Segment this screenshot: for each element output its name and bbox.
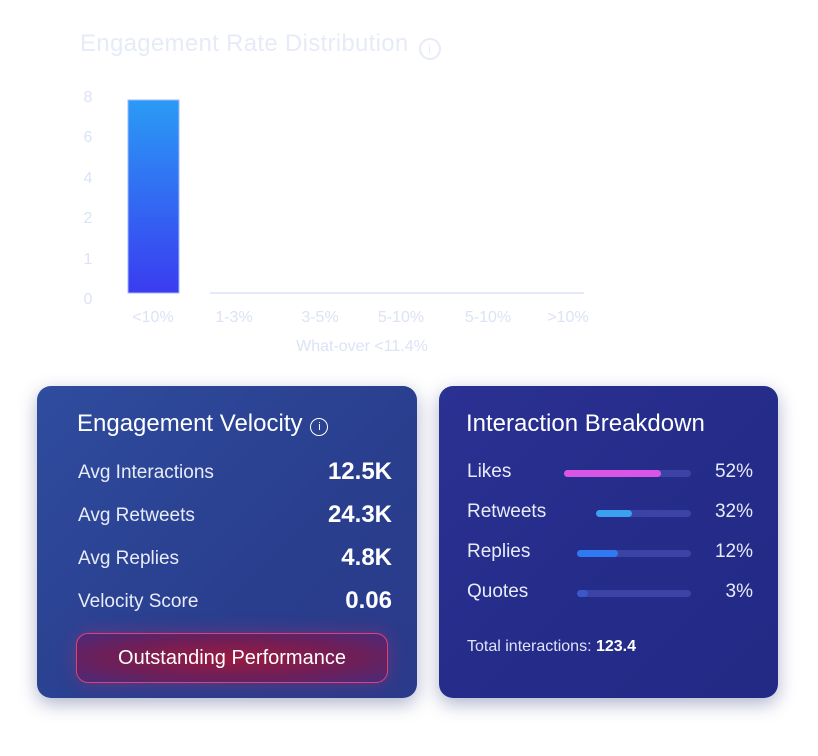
metric-value: 4.8K [341, 544, 392, 571]
y-tick-label: 2 [84, 210, 93, 227]
bar[interactable] [127, 99, 180, 294]
x-tick-label: <10% [132, 309, 173, 326]
metric-row-interactions: Avg Interactions 12.5K [78, 458, 392, 488]
metric-value: 12.5K [327, 458, 392, 485]
velocity-title: Engagement Velocity i [77, 410, 329, 438]
x-axis-label: What-over <11.4% [296, 338, 428, 355]
chart-title-text: Engagement Rate Distribution [80, 30, 409, 57]
metric-value: 0.06 [345, 587, 392, 614]
breakdown-percent: 32% [714, 501, 753, 522]
metric-row-velocity-score: Velocity Score 0.06 [78, 587, 392, 617]
interaction-breakdown-card: Interaction Breakdown Likes 52% Retweets… [439, 386, 778, 698]
breakdown-percent: 52% [714, 461, 753, 482]
engagement-rate-chart: Engagement Rate Distribution i 0 1 2 4 6 8 <10%… [0, 0, 818, 370]
metric-label: Velocity Score [78, 591, 199, 612]
y-tick-label: 0 [84, 291, 93, 308]
breakdown-percent: 3% [725, 581, 753, 602]
metric-label: Avg Retweets [78, 505, 195, 526]
breakdown-bar [596, 510, 691, 517]
breakdown-row-likes: Likes 52% [467, 458, 753, 486]
y-tick-label: 6 [84, 129, 93, 146]
breakdown-percent: 12% [714, 541, 753, 562]
x-tick-label: 5-10% [378, 309, 424, 326]
breakdown-row-quotes: Quotes 3% [467, 578, 753, 606]
metric-value: 24.3K [327, 501, 392, 528]
x-tick-label: >10% [547, 309, 588, 326]
metric-label: Avg Replies [78, 548, 180, 569]
breakdown-title: Interaction Breakdown [466, 410, 705, 437]
velocity-title-text: Engagement Velocity [77, 410, 303, 437]
y-tick-label: 1 [84, 251, 93, 268]
breakdown-bar-fill [564, 470, 661, 477]
breakdown-row-retweets: Retweets 32% [467, 498, 753, 526]
breakdown-bar [577, 590, 691, 597]
breakdown-bar-fill [577, 550, 618, 557]
outstanding-performance-button[interactable]: Outstanding Performance [76, 633, 388, 683]
breakdown-bar-fill [596, 510, 632, 517]
breakdown-label: Replies [467, 541, 531, 562]
info-icon[interactable]: i [418, 38, 441, 60]
y-tick-label: 4 [84, 170, 93, 187]
engagement-velocity-card: Engagement Velocity i Avg Interactions 12… [37, 386, 417, 698]
breakdown-bar [564, 470, 691, 477]
metric-row-retweets: Avg Retweets 24.3K [78, 501, 392, 531]
total-label: Total interactions: [467, 638, 592, 655]
x-tick-label: 1-3% [215, 309, 252, 326]
breakdown-label: Quotes [467, 581, 529, 602]
chart-title: Engagement Rate Distribution i [80, 30, 441, 60]
info-icon[interactable]: i [310, 418, 329, 436]
x-tick-label: 5-10% [465, 309, 511, 326]
metric-label: Avg Interactions [78, 462, 214, 483]
total-interactions: Total interactions: 123.4 [467, 638, 636, 656]
total-value: 123.4 [595, 638, 637, 655]
metric-row-replies: Avg Replies 4.8K [78, 544, 392, 574]
breakdown-bar [577, 550, 691, 557]
breakdown-row-replies: Replies 12% [467, 538, 753, 566]
breakdown-bar-fill [577, 590, 588, 597]
breakdown-label: Likes [467, 461, 512, 482]
chart-plot: 0 1 2 4 6 8 <10% 1-3% 3-5% 5-10% 5-10% >10% What-ove… [84, 89, 589, 355]
breakdown-label: Retweets [467, 501, 547, 522]
x-tick-label: 3-5% [301, 309, 338, 326]
y-tick-label: 8 [84, 89, 93, 106]
